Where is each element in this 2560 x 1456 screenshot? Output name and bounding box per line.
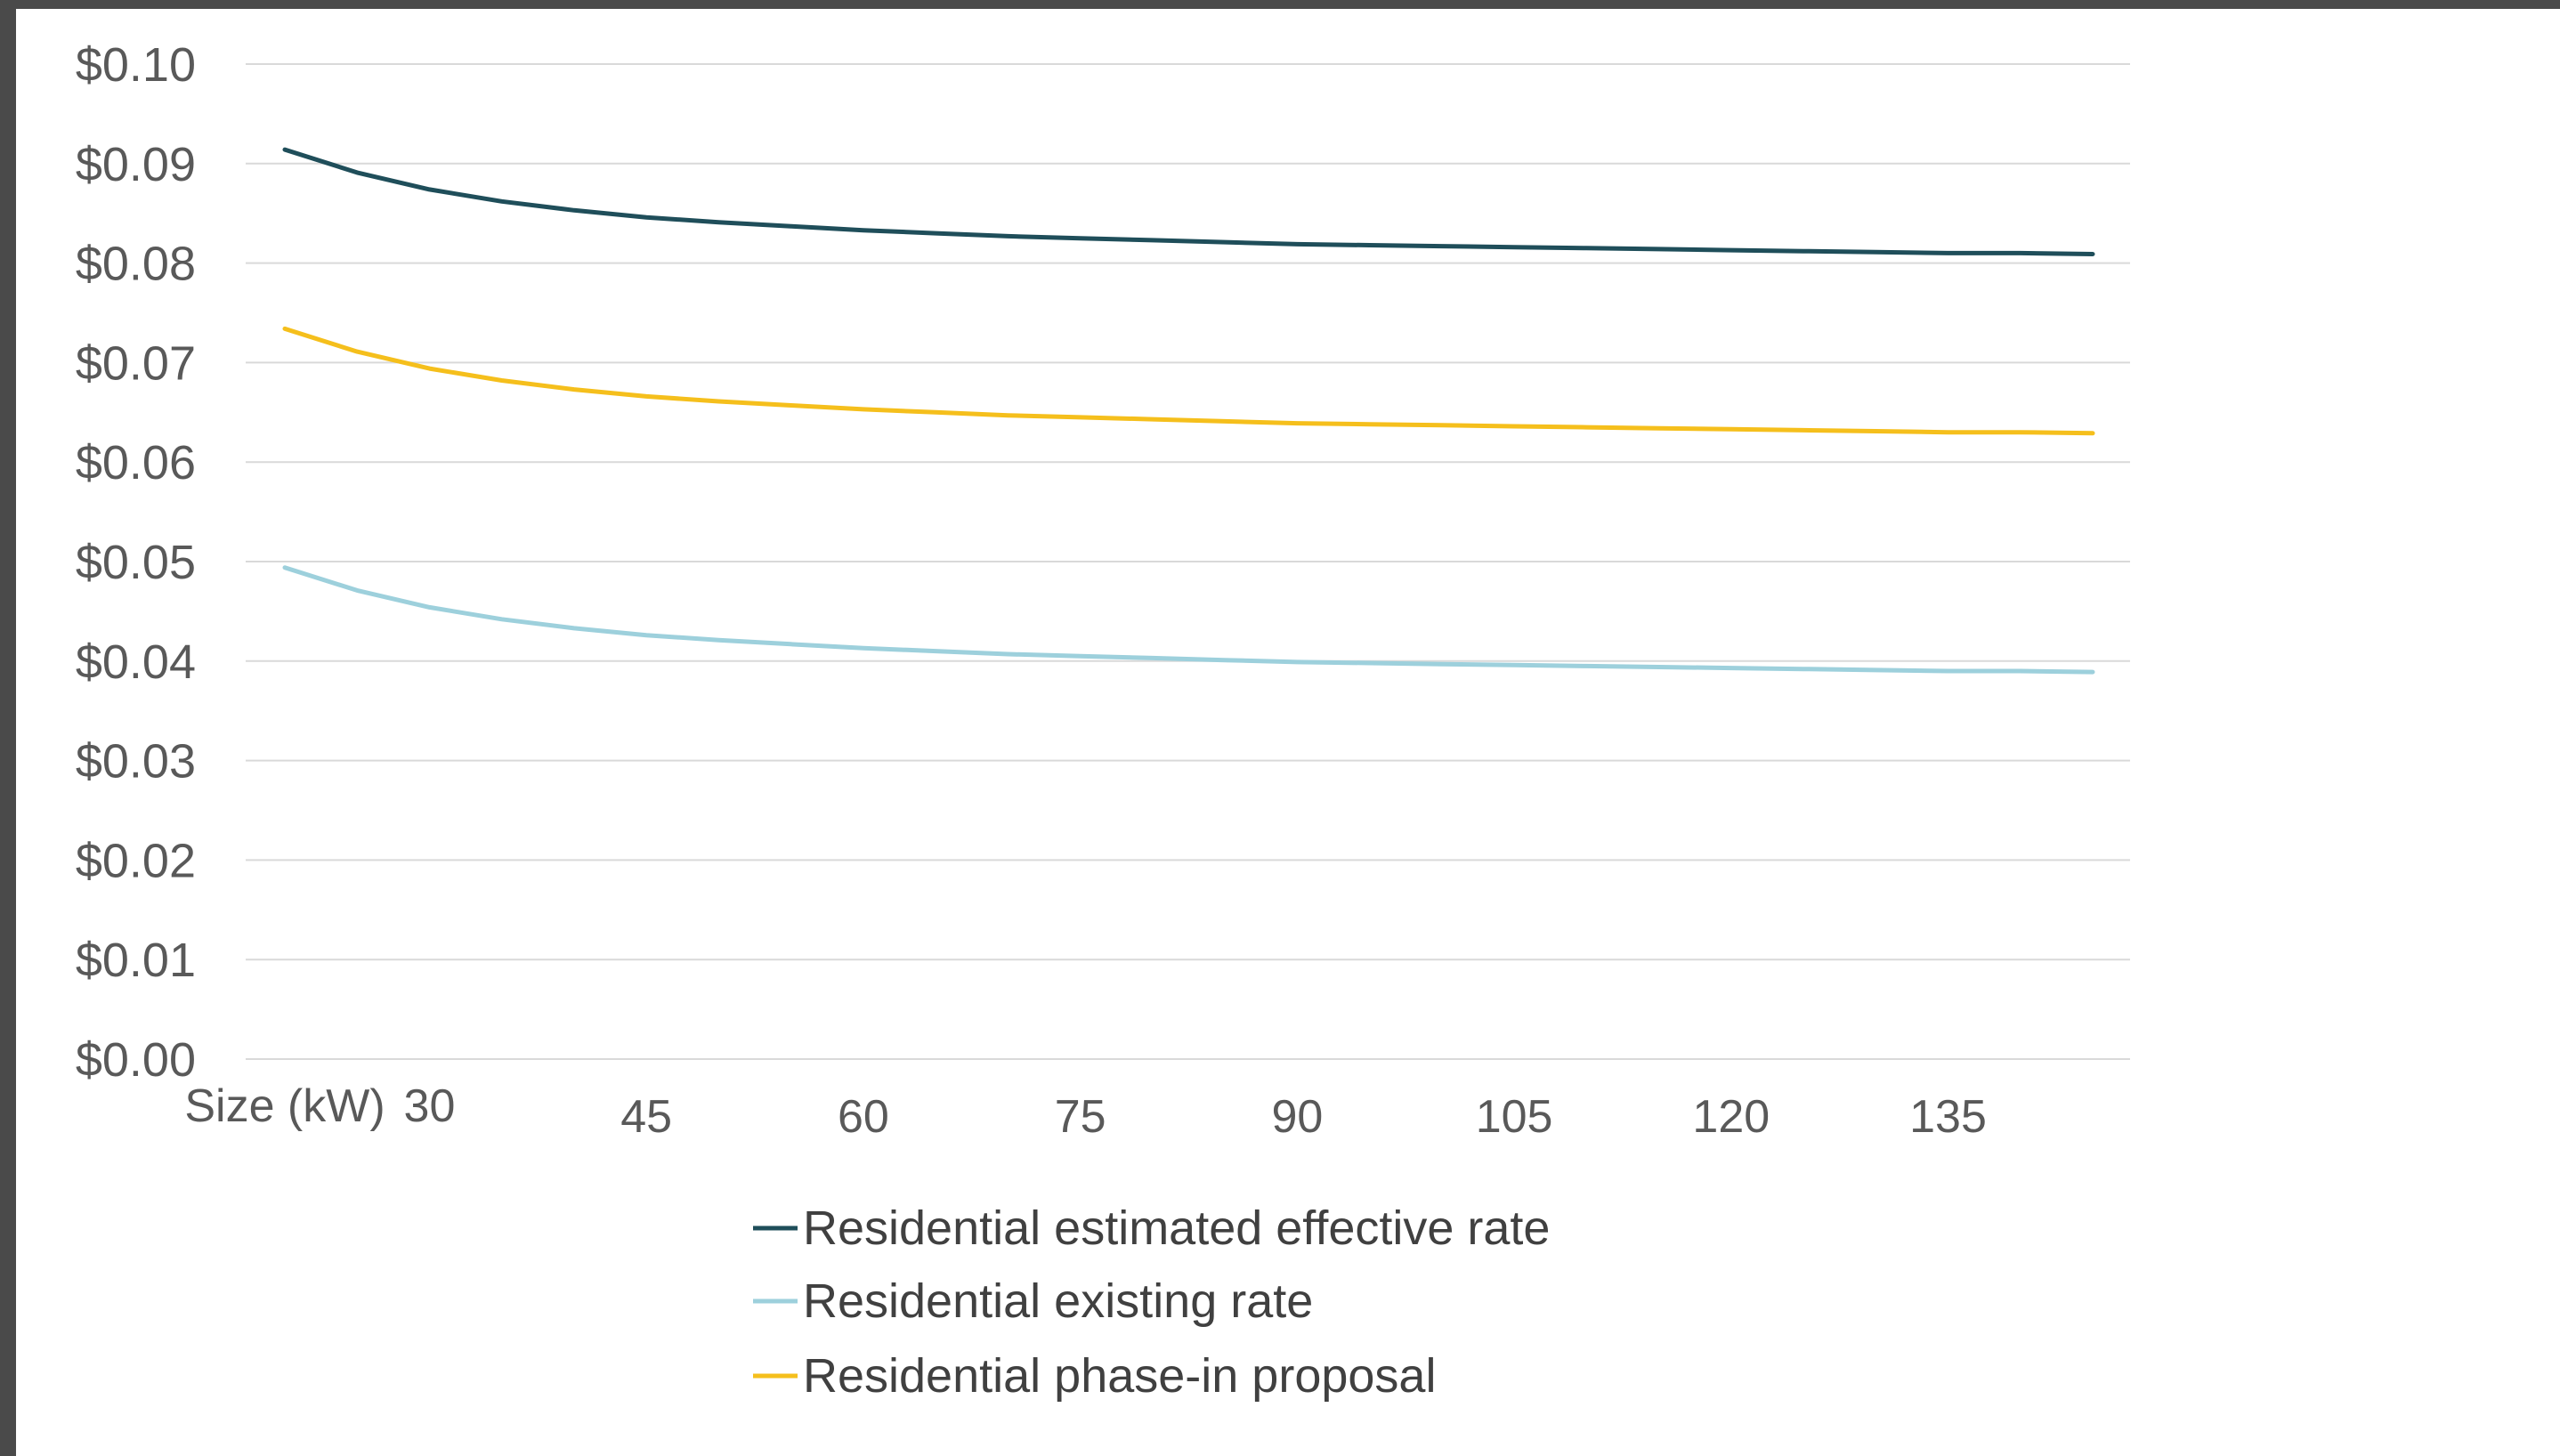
x-tick-label: 45 [620,1091,672,1143]
x-tick-label: 135 [1909,1091,1987,1143]
y-tick-label: $0.07 [76,336,196,390]
x-axis: Size (kW) 30 45 60 75 90 105 120 135 [184,1080,1987,1143]
y-tick-label: $0.08 [76,238,196,291]
x-tick-label: 30 [404,1080,456,1132]
y-tick-label: $0.04 [76,635,196,689]
gridlines [246,63,2130,1060]
y-axis: $0.00 $0.01 $0.02 $0.03 $0.04 $0.05 $0.06 $0.07… [76,38,196,1087]
x-tick-label: 105 [1476,1091,1553,1143]
x-tick-label: 60 [838,1091,889,1143]
series-line [282,147,2095,256]
y-tick-label: $0.02 [76,834,196,887]
y-tick-label: $0.03 [76,735,196,789]
y-tick-label: $0.01 [76,934,196,987]
legend-label: Residential phase-in proposal [803,1349,1436,1403]
x-tick-label: 120 [1692,1091,1770,1143]
chart-area: $0.00 $0.01 $0.02 $0.03 $0.04 $0.05 $0.06 $0.07… [16,9,2560,1456]
line-chart: $0.00 $0.01 $0.02 $0.03 $0.04 $0.05 $0.06 $0.07… [76,38,2130,1403]
legend-label: Residential existing rate [803,1274,1313,1328]
legend: Residential estimated effective rate Resi… [753,1201,1550,1403]
y-tick-label: $0.10 [76,38,196,92]
series-line [282,565,2095,675]
y-tick-label: $0.05 [76,536,196,589]
x-tick-label: 75 [1055,1091,1106,1143]
y-tick-label: $0.09 [76,138,196,191]
x-tick-label: 90 [1271,1091,1323,1143]
legend-label: Residential estimated effective rate [803,1201,1550,1255]
series-lines [282,147,2095,675]
y-tick-label: $0.00 [76,1033,196,1087]
y-tick-label: $0.06 [76,436,196,489]
x-axis-category-label: Size (kW) [184,1080,385,1132]
series-line [282,326,2095,436]
